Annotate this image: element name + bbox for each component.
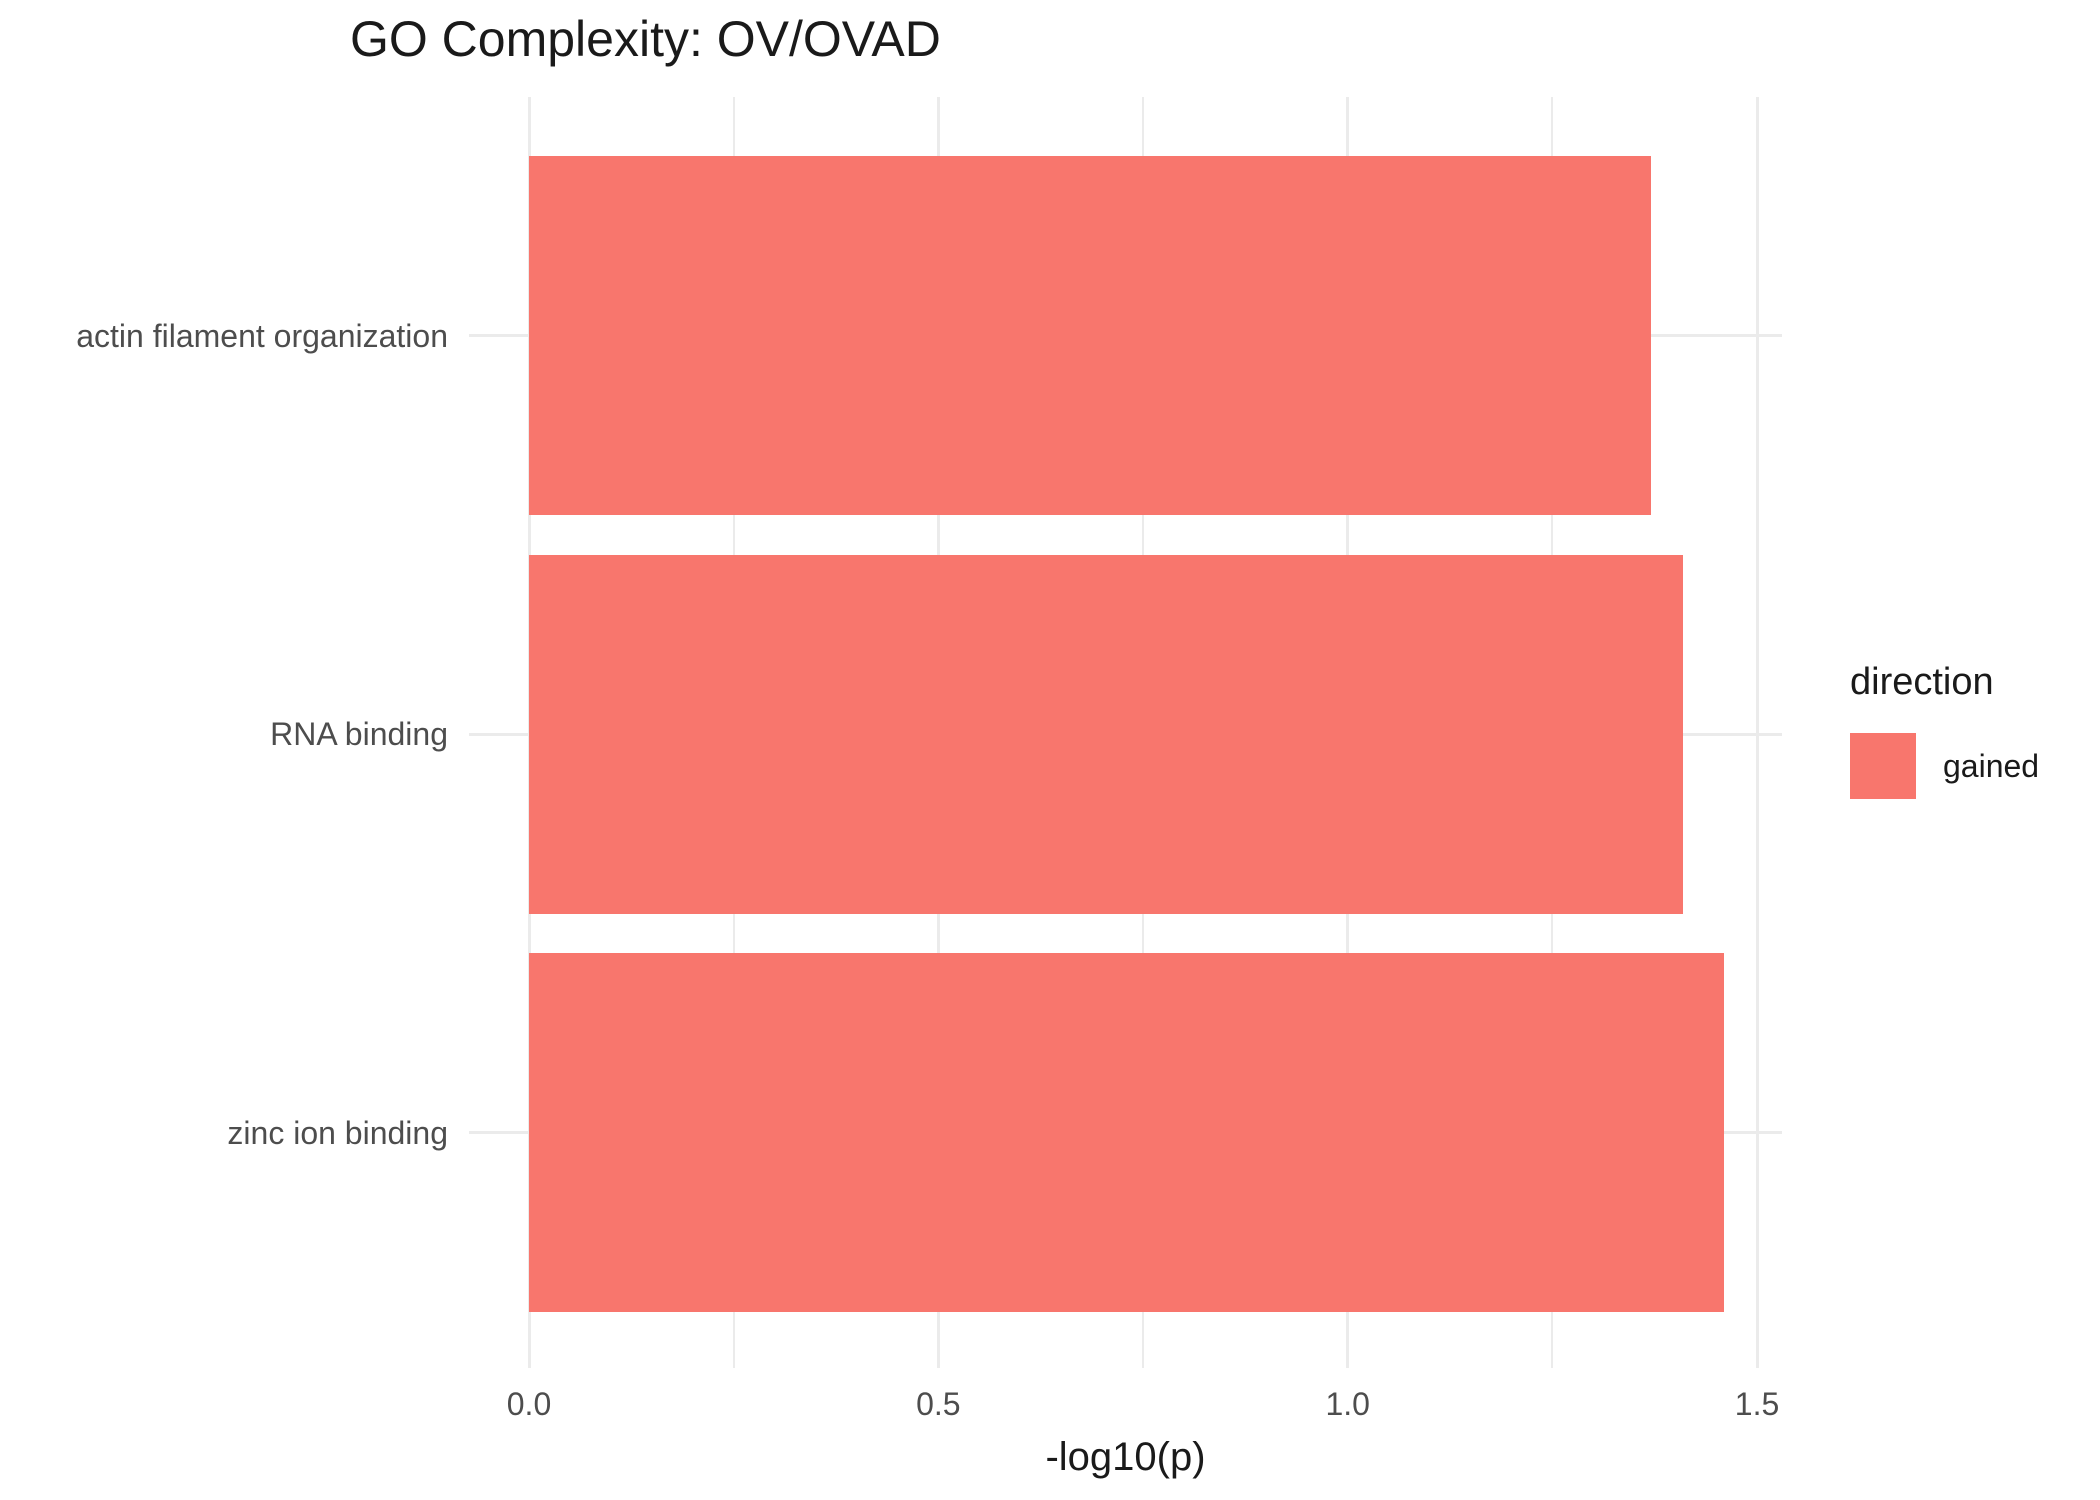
x-axis: 0.0 0.5 1.0 1.5 (0, 1384, 2100, 1428)
bar (529, 156, 1651, 515)
legend-entry-gained: gained (1850, 733, 2039, 799)
bar (529, 554, 1684, 914)
bar (529, 953, 1725, 1312)
x-axis-title: -log10(p) (1045, 1435, 1206, 1479)
x-tick-label: 1.5 (1734, 1386, 1780, 1422)
legend: direction gained (1850, 658, 2039, 799)
plot-panel (469, 97, 1782, 1368)
x-tick-label: 0.0 (506, 1386, 552, 1422)
y-axis: actin filament organization RNA binding zi… (0, 0, 448, 1500)
x-tick-label: 0.5 (916, 1386, 961, 1422)
legend-entry-label: gained (1943, 748, 2040, 784)
y-axis-label: actin filament organization (76, 317, 448, 354)
y-axis-label: RNA binding (270, 716, 448, 752)
legend-title: direction (1850, 661, 1994, 703)
y-axis-label: zinc ion binding (227, 1114, 448, 1151)
chart-title: GO Complexity: OV/OVAD (350, 11, 941, 67)
x-tick-label: 1.0 (1325, 1386, 1370, 1422)
legend-swatch-gained (1850, 733, 1916, 799)
